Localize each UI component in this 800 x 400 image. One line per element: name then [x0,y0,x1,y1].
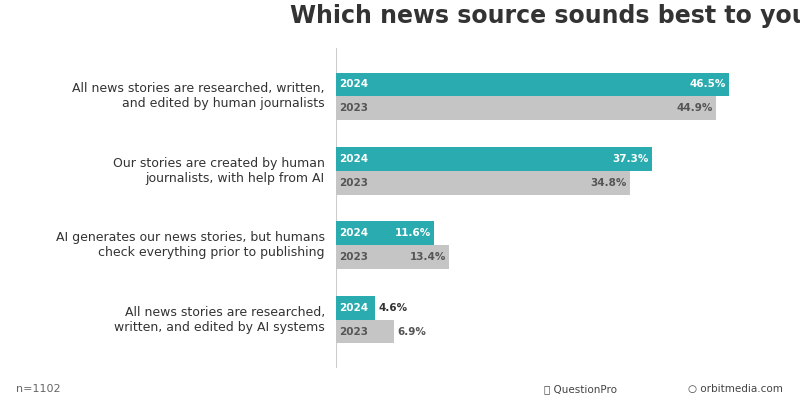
Text: ○ orbitmedia.com: ○ orbitmedia.com [688,384,783,394]
Text: 2023: 2023 [339,326,368,336]
Bar [336,96,716,120]
Text: 6.9%: 6.9% [398,326,426,336]
Bar [336,147,652,171]
Bar [336,320,394,344]
Text: 2024: 2024 [339,303,369,313]
Bar [336,221,434,245]
Text: 2023: 2023 [339,103,368,113]
Text: 44.9%: 44.9% [676,103,713,113]
Bar [336,245,450,269]
Text: 46.5%: 46.5% [690,80,726,90]
Bar [336,72,730,96]
Text: n=1102: n=1102 [16,384,61,394]
Text: 2024: 2024 [339,228,369,238]
Text: 37.3%: 37.3% [612,154,648,164]
Title: Which news source sounds best to you?: Which news source sounds best to you? [290,4,800,28]
Text: 34.8%: 34.8% [590,178,627,188]
Text: 13.4%: 13.4% [410,252,446,262]
Bar [336,296,375,320]
Text: 11.6%: 11.6% [394,228,430,238]
Text: 2023: 2023 [339,178,368,188]
Text: 2024: 2024 [339,80,369,90]
Text: 2024: 2024 [339,154,369,164]
Text: 4.6%: 4.6% [378,303,407,313]
Text: 2023: 2023 [339,252,368,262]
Text: Ⓐ QuestionPro: Ⓐ QuestionPro [544,384,617,394]
Bar [336,171,630,195]
